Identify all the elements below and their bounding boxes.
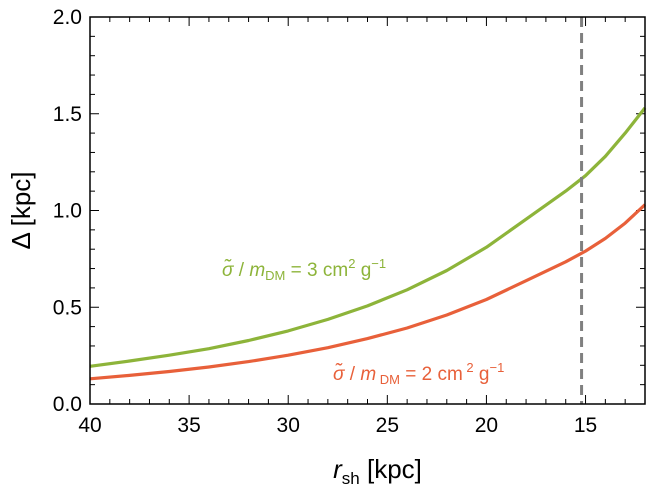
y-axis-title: Δ [kpc] [6,171,36,249]
series-lines [89,106,647,381]
series-line-0 [89,106,647,368]
y-tick-label: 1.5 [53,103,82,126]
x-tick-label: 35 [177,414,200,437]
x-axis-title: rsh [kpc] [333,454,422,488]
plot-frame [89,16,646,405]
x-tick-label: 40 [78,414,101,437]
series-line-1 [89,203,647,381]
x-tick-label: 15 [574,414,597,437]
series-label-2cm: σ̃ / m DM = 2 cm 2 g−1 [333,360,504,387]
series-label-3cm: σ̃ / mDM = 3 cm2 g−1 [222,256,386,283]
y-tick-label: 0.0 [53,393,82,416]
y-tick-label: 1.0 [53,200,82,223]
tick-marks [89,16,646,405]
x-tick-label: 20 [475,414,498,437]
x-tick-label: 30 [277,414,300,437]
x-tick-labels: 40 35 30 25 20 15 [78,414,597,437]
y-tick-label: 2.0 [53,6,82,29]
y-tick-label: 0.5 [53,296,82,319]
x-tick-label: 25 [376,414,399,437]
y-tick-labels: 0.0 0.5 1.0 1.5 2.0 [53,6,82,416]
